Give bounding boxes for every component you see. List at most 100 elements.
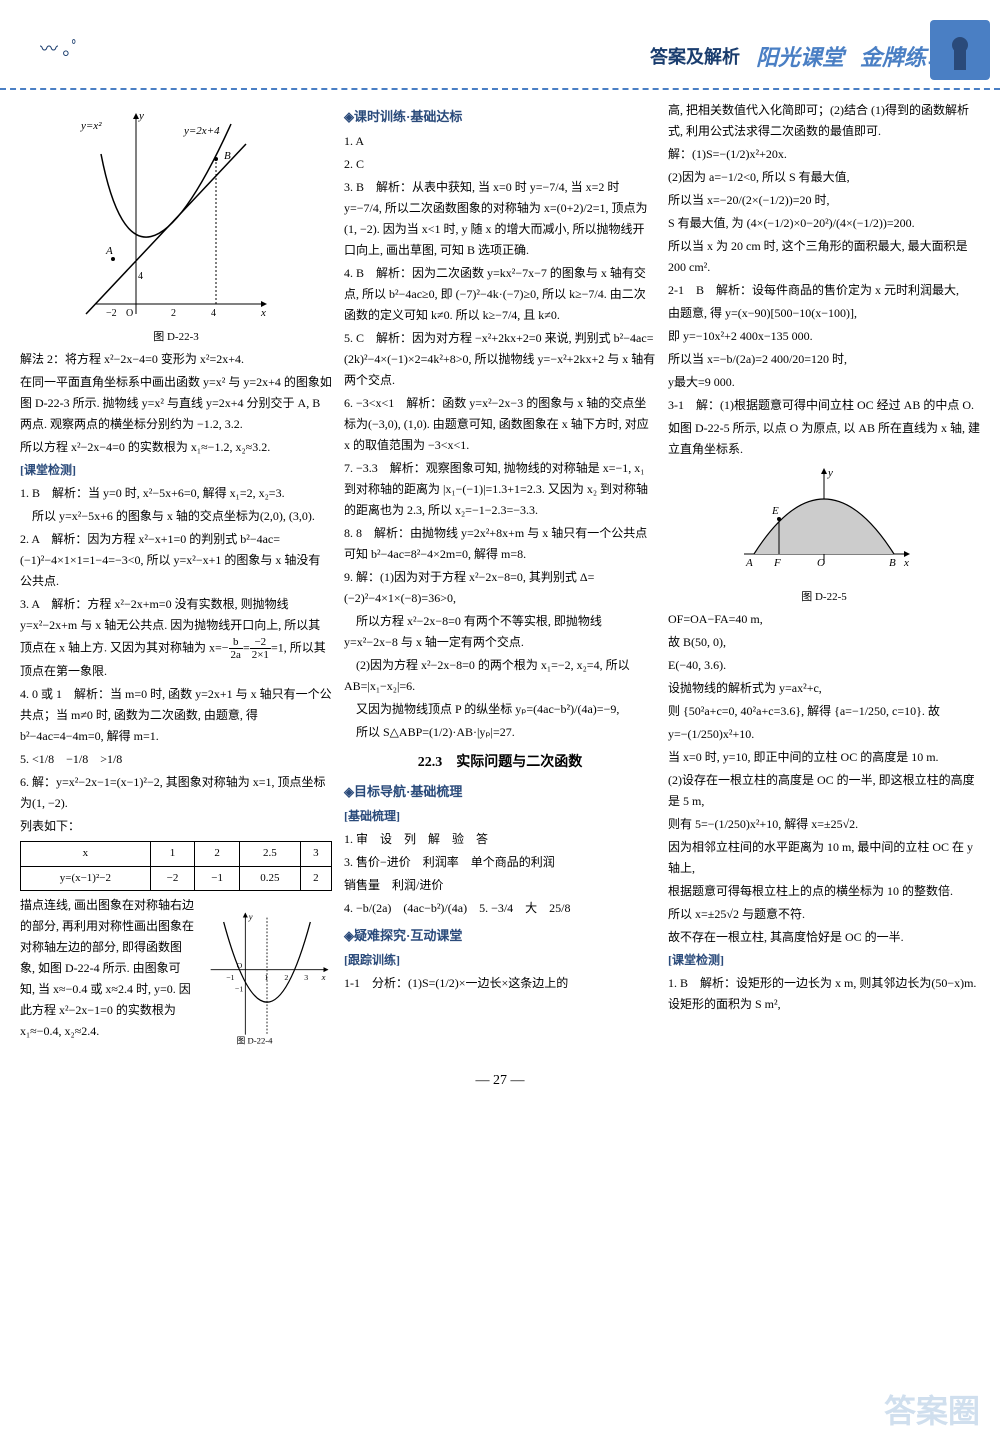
c3-p3: (2)因为 a=−1/2<0, 所以 S 有最大值,: [668, 167, 980, 188]
c3-p26: 故不存在一根立柱, 其高度恰好是 OC 的一半.: [668, 927, 980, 948]
c3-p14: OF=OA−FA=40 m,: [668, 609, 980, 630]
column-3: 高, 把相关数值代入化简即可；(2)结合 (1)得到的函数解析式, 利用公式法求…: [668, 100, 980, 1053]
svg-text:2: 2: [171, 308, 176, 319]
c3-p15: 故 B(50, 0),: [668, 632, 980, 653]
c3-p5: S 有最大值, 为 (4×(−1/2)×0−20²)/(4×(−1/2))=20…: [668, 213, 980, 234]
c1-p11: 列表如下：: [20, 816, 332, 837]
c3-p25: 所以 x=±25√2 与题意不符.: [668, 904, 980, 925]
c2-s5: [跟踪训练]: [344, 950, 656, 971]
content-columns: y=x² y=2x+4 B A O y x −2 2 4 4 图 D-22-3 …: [0, 90, 1000, 1063]
fig-3-label: 图 D-22-5: [668, 588, 980, 607]
c2-p9c: (2)因为方程 x²−2x−8=0 的两个根为 x₁=−2, x₂=4, 所以 …: [344, 655, 656, 697]
c3-p12: 3-1 解：(1)根据题意可得中间立柱 OC 经过 AB 的中点 O.: [668, 395, 980, 416]
c2-p10: 1. 审 设 列 解 验 答: [344, 829, 656, 850]
svg-text:O: O: [237, 961, 243, 970]
c2-p9b: 所以方程 x²−2x−8=0 有两个不等实根, 即抛物线 y=x²−2x−8 与…: [344, 611, 656, 653]
c1-s1: [课堂检测]: [20, 460, 332, 481]
svg-text:O: O: [126, 308, 133, 319]
c1-p8: 4. 0 或 1 解析：当 m=0 时, 函数 y=2x+1 与 x 轴只有一个…: [20, 684, 332, 747]
c2-p13: 4. −b/(2a) (4ac−b²)/(4a) 5. −3/4 大 25/8: [344, 898, 656, 919]
c2-p9: 9. 解：(1)因为对于方程 x²−2x−8=0, 其判别式 Δ=(−2)²−4…: [344, 567, 656, 609]
svg-text:3: 3: [304, 973, 308, 982]
svg-text:E: E: [771, 505, 779, 517]
data-table: x122.53 y=(x−1)²−2−2−10.252: [20, 841, 332, 891]
header-answer-label: 答案及解析: [650, 43, 740, 69]
svg-text:图 D-22-4: 图 D-22-4: [237, 1035, 273, 1045]
c2-p14: 1-1 分析：(1)S=(1/2)×一边长×这条边上的: [344, 973, 656, 994]
svg-text:y: y: [138, 110, 144, 122]
c3-p11: y最大=9 000.: [668, 372, 980, 393]
c3-p19: y=−(1/250)x²+10.: [668, 724, 980, 745]
c2-p6: 6. −3<x<1 解析：函数 y=x²−2x−3 的图象与 x 轴的交点坐标为…: [344, 393, 656, 456]
c3-p24: 根据题意可得每根立柱上的点的横坐标为 10 的整数倍.: [668, 881, 980, 902]
c2-p1: 1. A: [344, 131, 656, 152]
c3-p6: 所以当 x 为 20 cm 时, 这个三角形的面积最大, 最大面积是 200 c…: [668, 236, 980, 278]
header-corner-icon: [930, 20, 990, 80]
c2-s3: [基础梳理]: [344, 806, 656, 827]
c2-p12: 销售量 利润/进价: [344, 875, 656, 896]
c3-p27: 1. B 解析：设矩形的一边长为 x m, 则其邻边长为(50−x)m. 设矩形…: [668, 973, 980, 1015]
c1-p1: 解法 2：将方程 x²−2x−4=0 变形为 x²=2x+4.: [20, 349, 332, 370]
c1-p12: 描点连线, 画出图象在对称轴右边的部分, 再利用对称性画出图象在对称轴左边的部分…: [20, 895, 194, 1042]
c2-p9e: 所以 S△ABP=(1/2)·AB·|yₚ|=27.: [344, 722, 656, 743]
svg-text:O: O: [817, 557, 825, 569]
svg-text:F: F: [773, 557, 781, 569]
svg-text:B: B: [889, 557, 896, 569]
column-1: y=x² y=2x+4 B A O y x −2 2 4 4 图 D-22-3 …: [20, 100, 332, 1053]
c3-s1: [课堂检测]: [668, 950, 980, 971]
c3-p20: 当 x=0 时, y=10, 即正中间的立柱 OC 的高度是 10 m.: [668, 747, 980, 768]
svg-text:B: B: [224, 150, 231, 162]
figure-d-22-5: A F O B E x y: [734, 464, 914, 584]
watermark-icon: 答案圈: [884, 1386, 980, 1432]
c2-p9d: 又因为抛物线顶点 P 的纵坐标 yₚ=(4ac−b²)/(4a)=−9,: [344, 699, 656, 720]
c3-p17: 设抛物线的解析式为 y=ax²+c,: [668, 678, 980, 699]
column-2: ◈课时训练·基础达标 1. A 2. C 3. B 解析：从表中获知, 当 x=…: [344, 100, 656, 1053]
figure-d-22-4: x y O −1 1 2 3 −1 图 D-22-4: [202, 899, 332, 1049]
svg-text:y: y: [248, 911, 253, 921]
c3-p2: 解：(1)S=−(1/2)x²+20x.: [668, 144, 980, 165]
c2-p7: 7. −3.3 解析：观察图象可知, 抛物线的对称轴是 x=−1, x₁ 到对称…: [344, 458, 656, 521]
svg-text:−1: −1: [226, 973, 234, 982]
c1-p5: 所以 y=x²−5x+6 的图象与 x 轴的交点坐标为(2,0), (3,0).: [20, 506, 332, 527]
svg-text:4: 4: [138, 271, 143, 282]
page-header: 〰 ｡ﾟ 答案及解析 阳光课堂 金牌练习册: [0, 0, 1000, 90]
section-22-3: 22.3 实际问题与二次函数: [344, 751, 656, 776]
c1-p4: 1. B 解析：当 y=0 时, x²−5x+6=0, 解得 x₁=2, x₂=…: [20, 483, 332, 504]
c2-p3: 3. B 解析：从表中获知, 当 x=0 时 y=−7/4, 当 x=2 时 y…: [344, 177, 656, 261]
bird-icon: 〰 ｡ﾟ: [40, 35, 81, 61]
c1-p9: 5. <1/8 −1/8 >1/8: [20, 749, 332, 770]
svg-text:x: x: [321, 972, 326, 982]
svg-text:x: x: [903, 557, 909, 569]
c3-p23: 因为相邻立柱间的水平距离为 10 m, 最中间的立柱 OC 在 y 轴上,: [668, 837, 980, 879]
c3-p18: 则 {50²a+c=0, 40²a+c=3.6}, 解得 {a=−1/250, …: [668, 701, 980, 722]
svg-text:y=x²: y=x²: [80, 120, 102, 132]
c3-p4: 所以当 x=−20/(2×(−1/2))=20 时,: [668, 190, 980, 211]
c3-p7: 2-1 B 解析：设每件商品的售价定为 x 元时利润最大,: [668, 280, 980, 301]
c1-p10: 6. 解：y=x²−2x−1=(x−1)²−2, 其图象对称轴为 x=1, 顶点…: [20, 772, 332, 814]
figure-d-22-3: y=x² y=2x+4 B A O y x −2 2 4 4: [76, 104, 276, 324]
page-footer: — 27 —: [0, 1073, 1000, 1089]
c3-p22: 则有 5=−(1/250)x²+10, 解得 x=±25√2.: [668, 814, 980, 835]
c3-p21: (2)设存在一根立柱的高度是 OC 的一半, 即这根立柱的高度是 5 m,: [668, 770, 980, 812]
svg-text:1: 1: [264, 973, 268, 982]
svg-text:−1: −1: [235, 984, 243, 993]
c3-p8: 由题意, 得 y=(x−90)[500−10(x−100)],: [668, 303, 980, 324]
c3-p10: 所以当 x=−b/(2a)=2 400/20=120 时,: [668, 349, 980, 370]
svg-text:y=2x+4: y=2x+4: [183, 125, 220, 137]
c2-p4: 4. B 解析：因为二次函数 y=kx²−7x−7 的图象与 x 轴有交点, 所…: [344, 263, 656, 326]
svg-text:2: 2: [284, 973, 288, 982]
c2-p8: 8. 8 解析：由抛物线 y=2x²+8x+m 与 x 轴只有一个公共点可知 b…: [344, 523, 656, 565]
c1-p3: 所以方程 x²−2x−4=0 的实数根为 x₁≈−1.2, x₂≈3.2.: [20, 437, 332, 458]
c2-p5: 5. C 解析：因为对方程 −x²+2kx+2=0 来说, 判别式 b²−4ac…: [344, 328, 656, 391]
c1-p6: 2. A 解析：因为方程 x²−x+1=0 的判别式 b²−4ac=(−1)²−…: [20, 529, 332, 592]
c3-p9: 即 y=−10x²+2 400x−135 000.: [668, 326, 980, 347]
svg-text:−2: −2: [106, 308, 117, 319]
c2-s2: ◈目标导航·基础梳理: [344, 781, 656, 804]
c1-p7: 3. A 解析：方程 x²−2x+m=0 没有实数根, 则抛物线 y=x²−2x…: [20, 594, 332, 682]
c2-p2: 2. C: [344, 154, 656, 175]
c3-p13: 如图 D-22-5 所示, 以点 O 为原点, 以 AB 所在直线为 x 轴, …: [668, 418, 980, 460]
c2-p11: 3. 售价−进价 利润率 单个商品的利润: [344, 852, 656, 873]
c3-p16: E(−40, 3.6).: [668, 655, 980, 676]
svg-text:y: y: [827, 467, 833, 479]
svg-text:x: x: [260, 307, 266, 319]
